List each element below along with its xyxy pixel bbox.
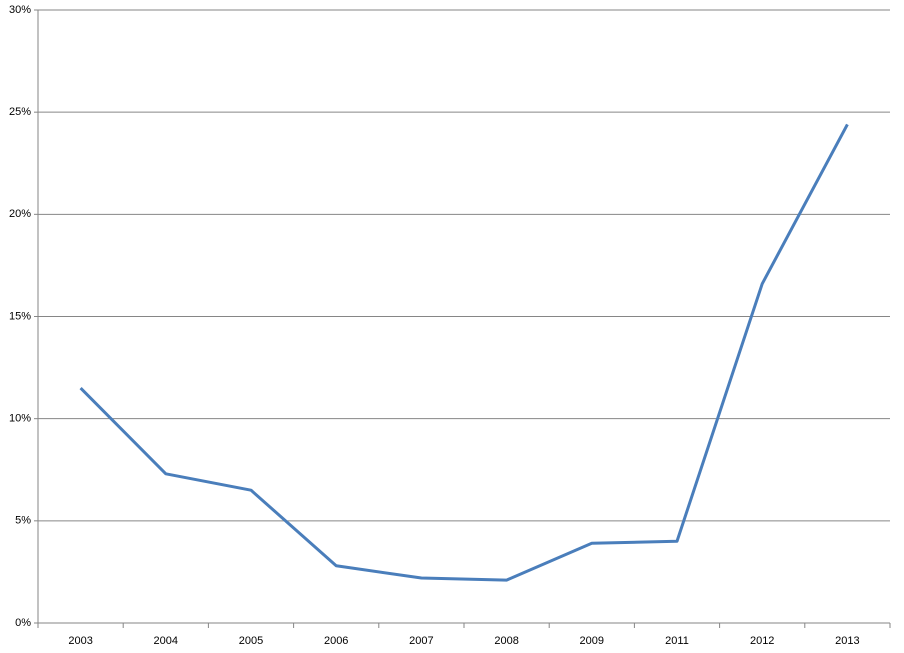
y-tick-label: 20% — [9, 208, 31, 220]
y-tick-label: 15% — [9, 310, 31, 322]
x-tick-label: 2011 — [665, 635, 689, 647]
y-tick-label: 0% — [15, 617, 31, 629]
x-tick-label: 2004 — [154, 635, 178, 647]
x-tick-label: 2005 — [239, 635, 263, 647]
y-tick-label: 30% — [9, 4, 31, 16]
x-tick-label: 2009 — [580, 635, 604, 647]
y-tick-label: 25% — [9, 106, 31, 118]
data-line — [79, 123, 849, 582]
x-tick-label: 2013 — [835, 635, 859, 647]
x-tick-label: 2006 — [324, 635, 348, 647]
x-tick-label: 2007 — [409, 635, 433, 647]
y-tick-label: 5% — [15, 515, 31, 527]
x-tick-label: 2003 — [68, 635, 92, 647]
x-tick-label: 2008 — [494, 635, 518, 647]
x-tick-label: 2012 — [750, 635, 774, 647]
y-tick-label: 10% — [9, 413, 31, 425]
